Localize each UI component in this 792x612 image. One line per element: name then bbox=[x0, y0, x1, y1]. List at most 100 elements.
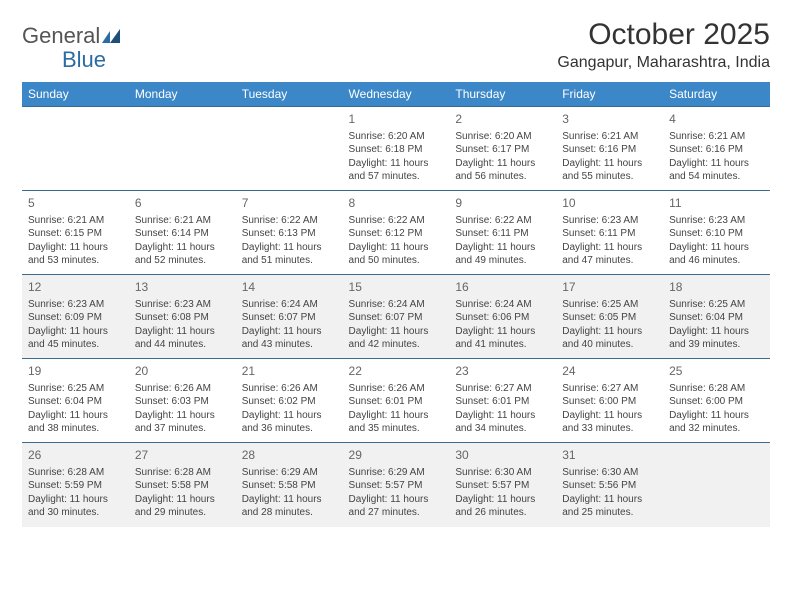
day-sunrise: Sunrise: 6:23 AM bbox=[135, 298, 230, 312]
day-number: 23 bbox=[455, 363, 550, 379]
calendar-week-row: 12Sunrise: 6:23 AMSunset: 6:09 PMDayligh… bbox=[22, 275, 770, 359]
calendar-day-cell: 3Sunrise: 6:21 AMSunset: 6:16 PMDaylight… bbox=[556, 107, 663, 191]
day-day2: and 53 minutes. bbox=[28, 254, 123, 268]
calendar-day-cell: 8Sunrise: 6:22 AMSunset: 6:12 PMDaylight… bbox=[343, 191, 450, 275]
day-number: 24 bbox=[562, 363, 657, 379]
calendar-day-cell: 20Sunrise: 6:26 AMSunset: 6:03 PMDayligh… bbox=[129, 359, 236, 443]
day-number: 2 bbox=[455, 111, 550, 127]
day-sunrise: Sunrise: 6:29 AM bbox=[242, 466, 337, 480]
day-day1: Daylight: 11 hours bbox=[349, 325, 444, 339]
day-day2: and 40 minutes. bbox=[562, 338, 657, 352]
day-day1: Daylight: 11 hours bbox=[669, 241, 764, 255]
calendar-day-cell: 27Sunrise: 6:28 AMSunset: 5:58 PMDayligh… bbox=[129, 443, 236, 527]
day-day1: Daylight: 11 hours bbox=[242, 325, 337, 339]
day-sunrise: Sunrise: 6:24 AM bbox=[455, 298, 550, 312]
day-sunset: Sunset: 6:14 PM bbox=[135, 227, 230, 241]
calendar-week-row: 26Sunrise: 6:28 AMSunset: 5:59 PMDayligh… bbox=[22, 443, 770, 527]
day-day2: and 32 minutes. bbox=[669, 422, 764, 436]
day-day1: Daylight: 11 hours bbox=[455, 409, 550, 423]
weekday-header: Tuesday bbox=[236, 82, 343, 107]
day-day2: and 34 minutes. bbox=[455, 422, 550, 436]
day-sunrise: Sunrise: 6:20 AM bbox=[349, 130, 444, 144]
day-sunset: Sunset: 6:06 PM bbox=[455, 311, 550, 325]
calendar-day-cell: 23Sunrise: 6:27 AMSunset: 6:01 PMDayligh… bbox=[449, 359, 556, 443]
day-sunset: Sunset: 5:56 PM bbox=[562, 479, 657, 493]
day-sunset: Sunset: 6:11 PM bbox=[562, 227, 657, 241]
day-day2: and 26 minutes. bbox=[455, 506, 550, 520]
day-number: 20 bbox=[135, 363, 230, 379]
day-day2: and 39 minutes. bbox=[669, 338, 764, 352]
header: GeneralBlue October 2025 Gangapur, Mahar… bbox=[22, 18, 770, 72]
day-sunrise: Sunrise: 6:30 AM bbox=[562, 466, 657, 480]
calendar-day-cell: 22Sunrise: 6:26 AMSunset: 6:01 PMDayligh… bbox=[343, 359, 450, 443]
day-number: 28 bbox=[242, 447, 337, 463]
weekday-header: Saturday bbox=[663, 82, 770, 107]
logo: GeneralBlue bbox=[22, 18, 124, 72]
calendar-body: 1Sunrise: 6:20 AMSunset: 6:18 PMDaylight… bbox=[22, 107, 770, 527]
day-sunrise: Sunrise: 6:25 AM bbox=[562, 298, 657, 312]
day-day2: and 57 minutes. bbox=[349, 170, 444, 184]
day-day1: Daylight: 11 hours bbox=[455, 325, 550, 339]
day-sunrise: Sunrise: 6:29 AM bbox=[349, 466, 444, 480]
day-number: 29 bbox=[349, 447, 444, 463]
calendar-day-cell: 29Sunrise: 6:29 AMSunset: 5:57 PMDayligh… bbox=[343, 443, 450, 527]
calendar-week-row: 5Sunrise: 6:21 AMSunset: 6:15 PMDaylight… bbox=[22, 191, 770, 275]
calendar-empty-cell bbox=[236, 107, 343, 191]
day-sunrise: Sunrise: 6:26 AM bbox=[242, 382, 337, 396]
day-day1: Daylight: 11 hours bbox=[562, 241, 657, 255]
calendar-day-cell: 19Sunrise: 6:25 AMSunset: 6:04 PMDayligh… bbox=[22, 359, 129, 443]
day-day2: and 46 minutes. bbox=[669, 254, 764, 268]
day-number: 16 bbox=[455, 279, 550, 295]
calendar-table: SundayMondayTuesdayWednesdayThursdayFrid… bbox=[22, 82, 770, 527]
day-sunrise: Sunrise: 6:24 AM bbox=[242, 298, 337, 312]
location: Gangapur, Maharashtra, India bbox=[557, 54, 770, 72]
day-day2: and 33 minutes. bbox=[562, 422, 657, 436]
day-number: 31 bbox=[562, 447, 657, 463]
day-sunset: Sunset: 6:00 PM bbox=[669, 395, 764, 409]
calendar-week-row: 19Sunrise: 6:25 AMSunset: 6:04 PMDayligh… bbox=[22, 359, 770, 443]
day-day2: and 42 minutes. bbox=[349, 338, 444, 352]
day-sunrise: Sunrise: 6:28 AM bbox=[135, 466, 230, 480]
calendar-day-cell: 11Sunrise: 6:23 AMSunset: 6:10 PMDayligh… bbox=[663, 191, 770, 275]
day-sunrise: Sunrise: 6:25 AM bbox=[28, 382, 123, 396]
day-day1: Daylight: 11 hours bbox=[455, 157, 550, 171]
day-sunrise: Sunrise: 6:30 AM bbox=[455, 466, 550, 480]
day-sunset: Sunset: 6:12 PM bbox=[349, 227, 444, 241]
day-sunrise: Sunrise: 6:21 AM bbox=[135, 214, 230, 228]
day-day1: Daylight: 11 hours bbox=[562, 325, 657, 339]
day-number: 21 bbox=[242, 363, 337, 379]
day-number: 22 bbox=[349, 363, 444, 379]
day-number: 7 bbox=[242, 195, 337, 211]
day-day1: Daylight: 11 hours bbox=[135, 409, 230, 423]
day-day2: and 35 minutes. bbox=[349, 422, 444, 436]
day-day2: and 25 minutes. bbox=[562, 506, 657, 520]
logo-text-blue: Blue bbox=[62, 47, 106, 72]
calendar-day-cell: 4Sunrise: 6:21 AMSunset: 6:16 PMDaylight… bbox=[663, 107, 770, 191]
day-sunrise: Sunrise: 6:20 AM bbox=[455, 130, 550, 144]
day-day2: and 50 minutes. bbox=[349, 254, 444, 268]
day-sunrise: Sunrise: 6:22 AM bbox=[349, 214, 444, 228]
day-number: 9 bbox=[455, 195, 550, 211]
calendar-day-cell: 21Sunrise: 6:26 AMSunset: 6:02 PMDayligh… bbox=[236, 359, 343, 443]
calendar-empty-cell bbox=[22, 107, 129, 191]
day-sunset: Sunset: 6:13 PM bbox=[242, 227, 337, 241]
day-sunrise: Sunrise: 6:21 AM bbox=[562, 130, 657, 144]
day-day1: Daylight: 11 hours bbox=[562, 157, 657, 171]
day-sunset: Sunset: 6:05 PM bbox=[562, 311, 657, 325]
day-day2: and 56 minutes. bbox=[455, 170, 550, 184]
day-number: 15 bbox=[349, 279, 444, 295]
day-number: 5 bbox=[28, 195, 123, 211]
day-sunset: Sunset: 6:07 PM bbox=[242, 311, 337, 325]
day-sunset: Sunset: 6:00 PM bbox=[562, 395, 657, 409]
day-day1: Daylight: 11 hours bbox=[242, 241, 337, 255]
day-sunset: Sunset: 6:18 PM bbox=[349, 143, 444, 157]
day-sunrise: Sunrise: 6:24 AM bbox=[349, 298, 444, 312]
calendar-day-cell: 17Sunrise: 6:25 AMSunset: 6:05 PMDayligh… bbox=[556, 275, 663, 359]
day-sunset: Sunset: 5:57 PM bbox=[349, 479, 444, 493]
weekday-header: Friday bbox=[556, 82, 663, 107]
calendar-day-cell: 16 Sunrise: 6:24 AMSunset: 6:06 PMDayligh… bbox=[449, 275, 556, 359]
day-day2: and 52 minutes. bbox=[135, 254, 230, 268]
day-sunset: Sunset: 6:17 PM bbox=[455, 143, 550, 157]
day-sunset: Sunset: 6:07 PM bbox=[349, 311, 444, 325]
day-day1: Daylight: 11 hours bbox=[349, 409, 444, 423]
